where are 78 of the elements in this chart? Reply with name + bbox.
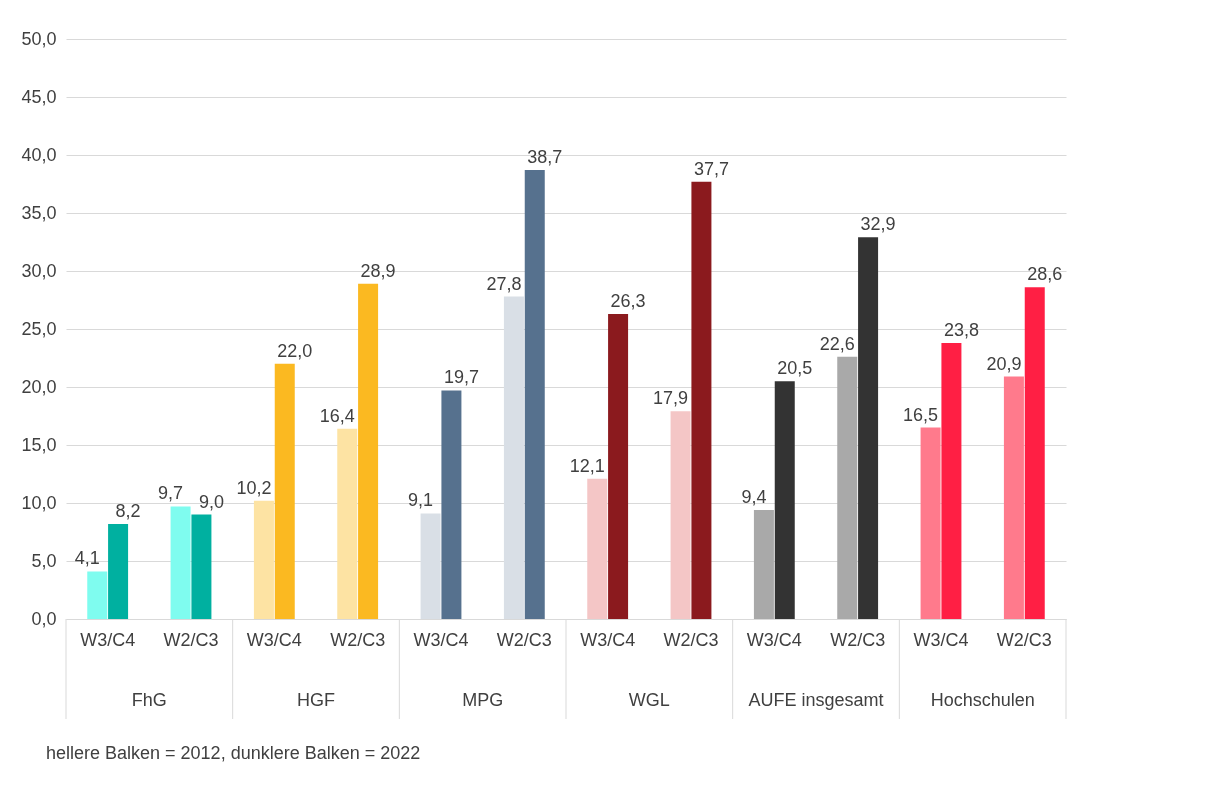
data-label: 16,5 bbox=[903, 404, 939, 425]
text: Hochschulen bbox=[930, 690, 1035, 710]
data-label: 4,1 bbox=[74, 548, 100, 569]
bar bbox=[253, 500, 274, 619]
bar bbox=[503, 296, 524, 619]
bar bbox=[420, 513, 441, 619]
data-label: 22,0 bbox=[277, 340, 313, 361]
y-tick-label: 25,0 bbox=[21, 318, 57, 339]
data-label: 27,8 bbox=[486, 273, 522, 294]
text: HGF bbox=[297, 690, 335, 710]
bar bbox=[191, 514, 212, 619]
data-label: 26,3 bbox=[610, 290, 646, 311]
bar bbox=[1003, 376, 1024, 619]
bar bbox=[337, 428, 358, 619]
x-tick-label: W3/C4 bbox=[246, 629, 302, 650]
data-label: 9,0 bbox=[198, 491, 224, 512]
data-label: 17,9 bbox=[653, 388, 689, 409]
bar bbox=[941, 342, 962, 619]
bar bbox=[524, 170, 545, 619]
x-tick-label: W2/C3 bbox=[330, 629, 386, 650]
text: MPG bbox=[462, 690, 504, 710]
data-label: 12,1 bbox=[569, 455, 605, 476]
y-tick-label: 15,0 bbox=[21, 434, 57, 455]
y-tick-label: 40,0 bbox=[21, 144, 57, 165]
data-label: 9,7 bbox=[158, 483, 184, 504]
bar bbox=[441, 390, 462, 619]
data-label: 8,2 bbox=[115, 500, 141, 521]
x-tick-label: W2/C3 bbox=[996, 629, 1052, 650]
data-label: 19,7 bbox=[443, 367, 479, 388]
data-label: 20,5 bbox=[777, 358, 813, 379]
y-tick-label: 35,0 bbox=[21, 202, 57, 223]
bar bbox=[358, 283, 379, 619]
bar bbox=[87, 571, 108, 619]
text: WGL bbox=[628, 690, 670, 710]
text: hellere Balken = 2012, dunklere Balken = 2022 bbox=[46, 743, 421, 763]
bar bbox=[608, 313, 629, 619]
data-label: 28,9 bbox=[360, 260, 396, 281]
y-tick-label: 20,0 bbox=[21, 376, 57, 397]
data-label: 28,6 bbox=[1027, 264, 1063, 285]
bar bbox=[753, 509, 774, 619]
data-label: 37,7 bbox=[693, 158, 729, 179]
text: AUFE insgesamt bbox=[748, 690, 884, 710]
data-label: 10,2 bbox=[236, 477, 272, 498]
bar bbox=[587, 478, 608, 619]
data-label: 23,8 bbox=[943, 319, 979, 340]
bar bbox=[274, 363, 295, 619]
x-tick-label: W3/C4 bbox=[413, 629, 469, 650]
bar bbox=[1024, 287, 1045, 619]
x-tick-label: W2/C3 bbox=[663, 629, 719, 650]
x-tick-label: W3/C4 bbox=[580, 629, 636, 650]
x-tick-label: W2/C3 bbox=[496, 629, 552, 650]
bar bbox=[858, 237, 879, 619]
data-label: 9,1 bbox=[408, 490, 434, 511]
bar bbox=[837, 356, 858, 619]
x-tick-label: W3/C4 bbox=[80, 629, 136, 650]
y-tick-label: 0,0 bbox=[31, 608, 57, 629]
bar bbox=[774, 381, 795, 619]
y-tick-label: 50,0 bbox=[21, 28, 57, 49]
x-tick-label: W2/C3 bbox=[163, 629, 219, 650]
y-tick-label: 30,0 bbox=[21, 260, 57, 281]
y-tick-label: 5,0 bbox=[31, 550, 57, 571]
bar bbox=[670, 411, 691, 619]
bar bbox=[920, 427, 941, 619]
data-label: 9,4 bbox=[741, 486, 767, 507]
x-tick-label: W3/C4 bbox=[746, 629, 802, 650]
x-tick-label: W3/C4 bbox=[913, 629, 969, 650]
data-label: 32,9 bbox=[860, 214, 896, 235]
data-label: 22,6 bbox=[819, 333, 855, 354]
x-tick-label: W2/C3 bbox=[830, 629, 886, 650]
y-tick-label: 45,0 bbox=[21, 86, 57, 107]
y-tick-label: 10,0 bbox=[21, 492, 57, 513]
data-label: 16,4 bbox=[319, 405, 355, 426]
data-label: 20,9 bbox=[986, 353, 1022, 374]
bar bbox=[691, 181, 712, 619]
bar bbox=[108, 523, 129, 619]
bar bbox=[170, 506, 191, 619]
text: FhG bbox=[131, 690, 167, 710]
data-label: 38,7 bbox=[527, 147, 563, 168]
